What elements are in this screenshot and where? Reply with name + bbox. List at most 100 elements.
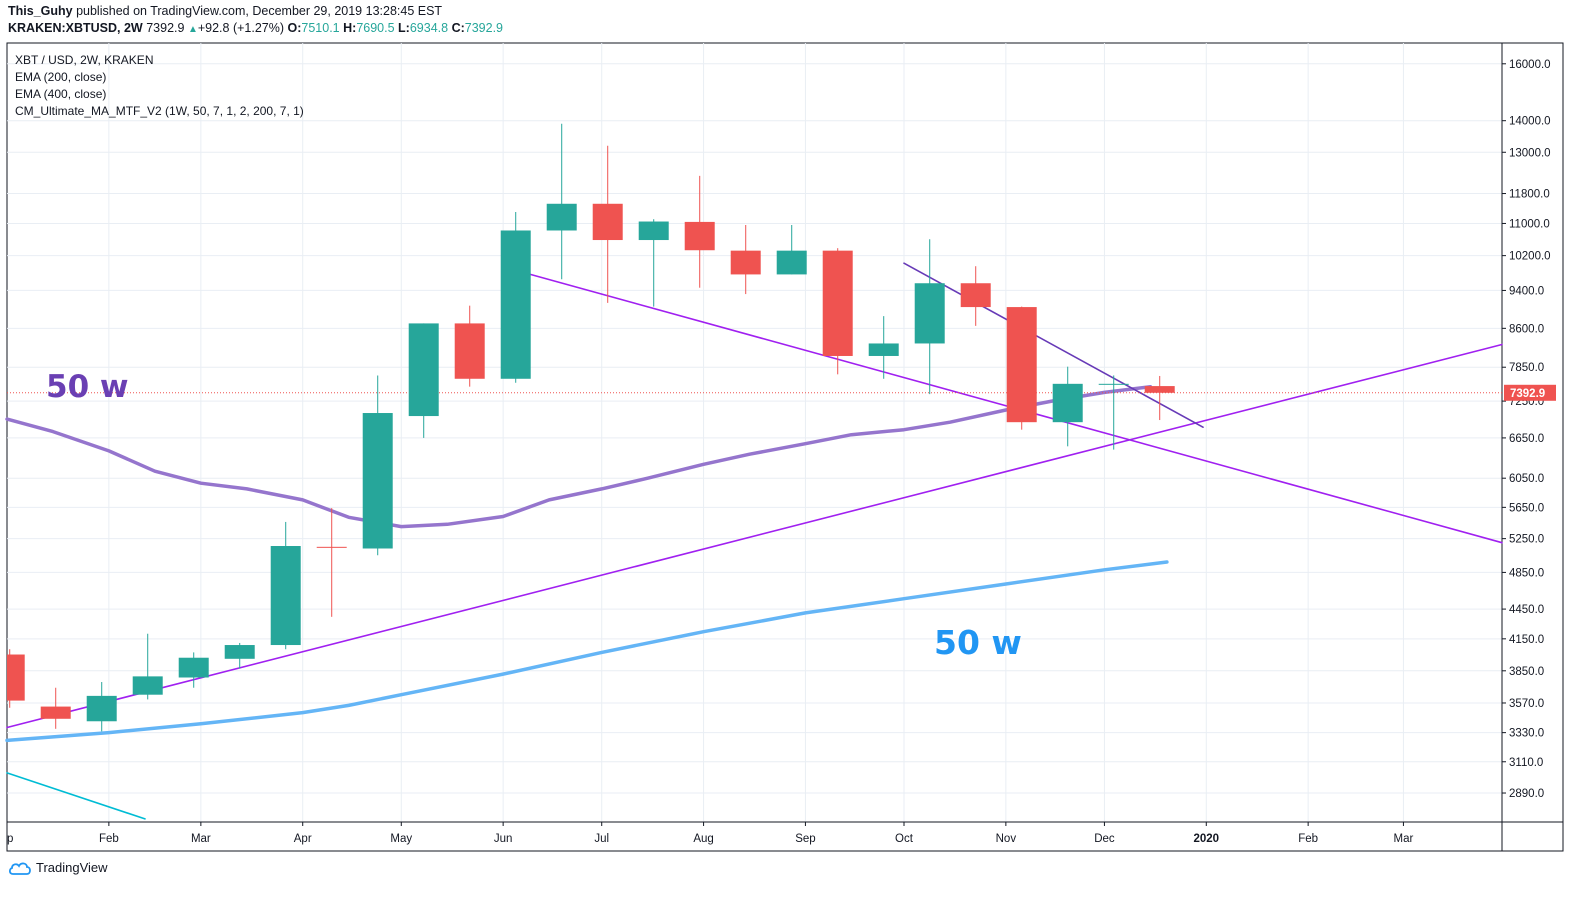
candle-body bbox=[1052, 383, 1083, 423]
candle-body bbox=[316, 546, 347, 548]
chart-frame bbox=[6, 42, 1564, 852]
candle-body bbox=[868, 343, 899, 356]
annotation-50w-purple: 50 w bbox=[46, 369, 129, 405]
change-value: +92.8 (+1.27%) bbox=[197, 21, 285, 35]
candle[interactable] bbox=[40, 687, 71, 729]
candle[interactable] bbox=[546, 123, 577, 280]
candles[interactable] bbox=[7, 123, 1175, 732]
y-tick-label: 2890.0 bbox=[1509, 788, 1544, 800]
x-tick-label: Sep bbox=[795, 833, 815, 845]
series-line[interactable] bbox=[903, 262, 1204, 428]
candle-body bbox=[960, 283, 991, 308]
y-tick-label: 3330.0 bbox=[1509, 728, 1544, 740]
candle[interactable] bbox=[1098, 375, 1129, 450]
series-line[interactable] bbox=[5, 560, 1169, 743]
candle[interactable] bbox=[316, 508, 347, 617]
candle[interactable] bbox=[914, 239, 945, 395]
y-tick-label: 4150.0 bbox=[1509, 634, 1544, 646]
candle[interactable] bbox=[730, 225, 761, 295]
candle[interactable] bbox=[592, 145, 623, 303]
y-tick-label: 11000.0 bbox=[1509, 218, 1550, 230]
y-tick-label: 6650.0 bbox=[1509, 433, 1544, 445]
candle-body bbox=[730, 250, 761, 275]
ohlc-header: KRAKEN:XBTUSD, 2W 7392.9 ▲+92.8 (+1.27%)… bbox=[8, 21, 503, 35]
candle[interactable] bbox=[224, 642, 255, 669]
candle[interactable] bbox=[86, 682, 117, 732]
candle-body bbox=[546, 203, 577, 231]
series-line[interactable] bbox=[5, 384, 1153, 529]
candle-body bbox=[822, 250, 853, 356]
y-tick-label: 11800.0 bbox=[1509, 189, 1550, 201]
x-tick-label: p bbox=[7, 833, 13, 845]
x-tick-label: Mar bbox=[191, 833, 211, 845]
series-line[interactable] bbox=[6, 772, 146, 820]
brand-name: TradingView bbox=[36, 860, 108, 875]
legend-title: XBT / USD, 2W, KRAKEN bbox=[15, 53, 153, 67]
candle[interactable] bbox=[132, 633, 163, 700]
series-line[interactable] bbox=[6, 343, 1503, 729]
candle[interactable] bbox=[178, 652, 209, 688]
candle[interactable] bbox=[822, 248, 853, 375]
grid-layer bbox=[7, 43, 1502, 822]
tradingview-brand[interactable]: TradingView bbox=[8, 860, 108, 875]
y-tick-label: 9400.0 bbox=[1509, 285, 1544, 297]
candle[interactable] bbox=[1144, 375, 1175, 421]
candle-body bbox=[638, 221, 669, 241]
y-tick-label: 7850.0 bbox=[1509, 362, 1544, 374]
candle[interactable] bbox=[408, 323, 439, 438]
low-value: 6934.8 bbox=[409, 21, 449, 35]
candle[interactable] bbox=[1006, 306, 1037, 430]
candle[interactable] bbox=[454, 305, 485, 387]
candle-body bbox=[454, 323, 485, 379]
x-tick-label: Dec bbox=[1094, 833, 1115, 845]
candle-body bbox=[362, 413, 393, 549]
axes: 16000.0 14000.0 13000.0 11800.0 11000.0 10200… bbox=[6, 59, 1556, 845]
x-tick-label: Apr bbox=[294, 833, 312, 845]
legend-cm-ma[interactable]: CM_Ultimate_MA_MTF_V2 (1W, 50, 7, 1, 2, … bbox=[15, 104, 304, 118]
candle[interactable] bbox=[684, 175, 715, 288]
last-price-badge-label: 7392.9 bbox=[1510, 388, 1545, 400]
candle-body bbox=[500, 230, 531, 379]
y-tick-label: 4850.0 bbox=[1509, 567, 1544, 579]
candle-body bbox=[684, 221, 715, 251]
chart-legend: XBT / USD, 2W, KRAKEN EMA (200, close) E… bbox=[15, 53, 304, 118]
candle[interactable] bbox=[1052, 366, 1083, 447]
close-value: 7392.9 bbox=[464, 21, 503, 35]
symbol-label: KRAKEN:XBTUSD, 2W bbox=[8, 21, 143, 35]
high-value: 7690.5 bbox=[356, 21, 395, 35]
x-tick-label: Feb bbox=[1298, 833, 1318, 845]
candle-body bbox=[592, 203, 623, 241]
high-label: H: bbox=[343, 21, 357, 35]
candle-body bbox=[1144, 386, 1175, 393]
candle-body bbox=[1006, 307, 1037, 423]
candle-body bbox=[1098, 383, 1129, 385]
legend-ema-400[interactable]: EMA (400, close) bbox=[15, 87, 106, 101]
candle[interactable] bbox=[960, 266, 991, 326]
y-tick-label: 14000.0 bbox=[1509, 116, 1551, 128]
y-tick-label: 5650.0 bbox=[1509, 502, 1544, 514]
candle[interactable] bbox=[270, 521, 301, 650]
y-tick-label: 5250.0 bbox=[1509, 534, 1544, 546]
up-triangle-icon: ▲ bbox=[187, 24, 198, 35]
candle[interactable] bbox=[868, 316, 899, 379]
x-tick-label: May bbox=[390, 833, 412, 845]
low-label: L: bbox=[398, 21, 410, 35]
y-tick-label: 13000.0 bbox=[1509, 147, 1551, 159]
y-tick-label: 4450.0 bbox=[1509, 604, 1544, 616]
last-price-badge-bg bbox=[1504, 384, 1556, 401]
author-name[interactable]: This_Guhy bbox=[8, 4, 73, 18]
candle[interactable] bbox=[7, 649, 25, 708]
candle[interactable] bbox=[776, 225, 807, 275]
candle[interactable] bbox=[500, 211, 531, 383]
cloud-logo-icon bbox=[8, 862, 31, 875]
last-price: 7392.9 bbox=[146, 21, 185, 35]
annotation-50w-blue: 50 w bbox=[934, 623, 1022, 662]
candle-body bbox=[178, 657, 209, 678]
candle[interactable] bbox=[362, 375, 393, 556]
candle-body bbox=[86, 695, 117, 722]
legend-ema-200[interactable]: EMA (200, close) bbox=[15, 70, 106, 84]
candle[interactable] bbox=[638, 219, 669, 307]
candle-body bbox=[7, 654, 25, 701]
candle-body bbox=[914, 283, 945, 344]
